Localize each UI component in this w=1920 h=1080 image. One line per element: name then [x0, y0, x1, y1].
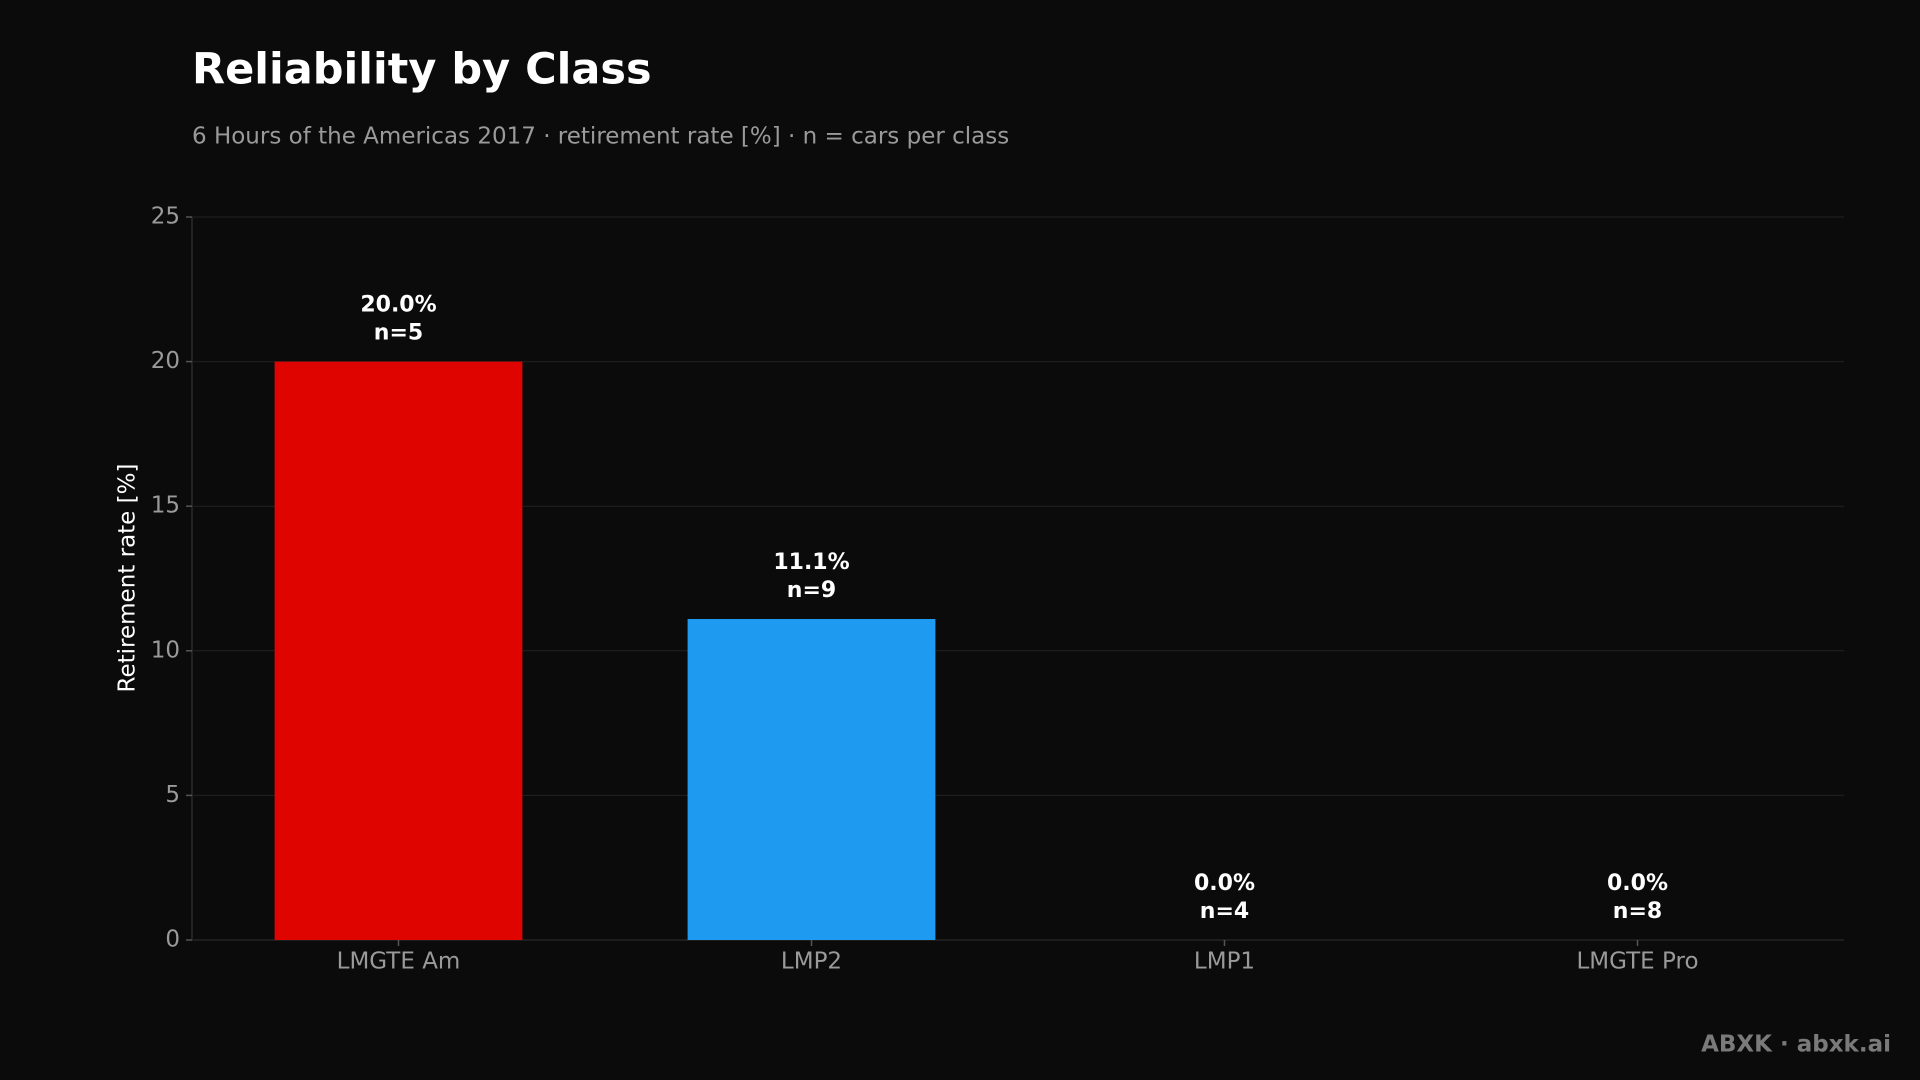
y-tick-label: 10 [151, 637, 180, 663]
value-label: 20.0% [360, 293, 436, 318]
chart-title: Reliability by Class [192, 45, 652, 95]
y-tick-label: 0 [165, 927, 180, 953]
x-tick-label: LMP2 [781, 949, 842, 975]
count-label: n=8 [1613, 899, 1662, 924]
y-tick-label: 25 [151, 204, 180, 230]
value-label: 0.0% [1607, 871, 1668, 896]
chart-subtitle: 6 Hours of the Americas 2017 · retiremen… [192, 124, 1009, 150]
count-label: n=5 [374, 321, 423, 346]
bar [274, 361, 523, 941]
footer: ABXK · abxk.ai [1701, 1032, 1891, 1058]
value-label: 0.0% [1194, 871, 1255, 896]
x-tick-label: LMP1 [1194, 949, 1255, 975]
y-tick-label: 5 [165, 782, 180, 808]
x-tick-label: LMGTE Pro [1576, 949, 1698, 975]
x-tick-label: LMGTE Am [337, 949, 461, 975]
bar [687, 618, 936, 940]
y-axis-label: Retirement rate [%] [115, 464, 141, 693]
value-label: 11.1% [773, 550, 849, 575]
y-tick-label: 20 [151, 348, 180, 374]
count-label: n=4 [1200, 899, 1249, 924]
count-label: n=9 [787, 578, 836, 603]
y-tick-label: 15 [151, 493, 180, 519]
